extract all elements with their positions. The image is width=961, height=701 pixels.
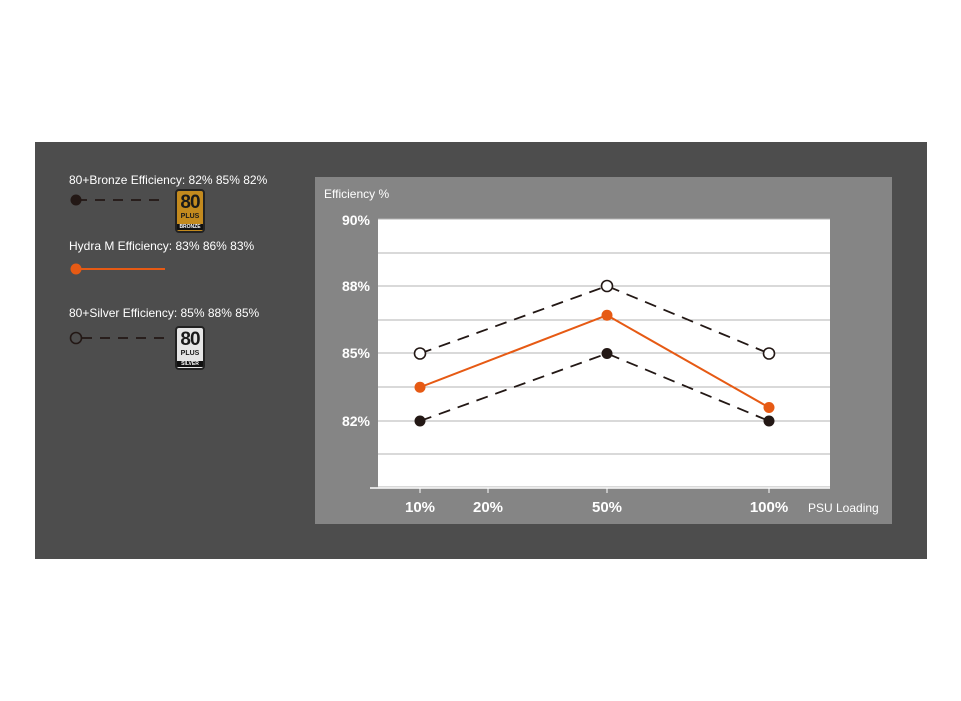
y-tick-label: 90% xyxy=(342,212,371,228)
legend-hydra-label: Hydra M Efficiency: 83% 86% 83% xyxy=(69,239,255,253)
data-point-hydra-m xyxy=(763,402,775,413)
y-tick-label: 85% xyxy=(342,345,371,361)
y-axis-label: Efficiency % xyxy=(324,187,389,201)
y-tick-label: 88% xyxy=(342,278,371,294)
data-point-80-bronze xyxy=(763,415,775,427)
x-tick-label: 20% xyxy=(473,499,503,516)
series-line-80-bronze xyxy=(419,352,770,422)
legend-silver-label: 80+Silver Efficiency: 85% 88% 85% xyxy=(69,306,260,320)
legend-bronze-label: 80+Bronze Efficiency: 82% 85% 82% xyxy=(69,173,268,187)
data-point-hydra-m xyxy=(601,309,613,321)
legend-bronze-line xyxy=(70,194,165,206)
legend-hydra-line xyxy=(70,263,165,275)
data-point-80-silver xyxy=(762,347,776,360)
80-plus-silver-badge: 80 PLUS SILVER xyxy=(175,326,205,370)
data-point-hydra-m xyxy=(414,381,426,393)
legend-silver-line xyxy=(69,331,165,345)
data-point-80-bronze xyxy=(601,348,613,359)
x-tick-label: 100% xyxy=(750,499,788,516)
data-point-80-silver xyxy=(413,347,427,360)
data-point-80-bronze xyxy=(414,415,426,427)
x-tick-label: 10% xyxy=(405,499,435,516)
x-axis-label: PSU Loading xyxy=(808,501,879,515)
80-plus-bronze-badge: 80 PLUS BRONZE xyxy=(175,189,205,233)
x-tick-label: 50% xyxy=(592,499,622,516)
data-point-80-silver xyxy=(600,279,614,293)
series-line-80-silver xyxy=(419,285,770,355)
y-tick-label: 82% xyxy=(342,413,371,429)
